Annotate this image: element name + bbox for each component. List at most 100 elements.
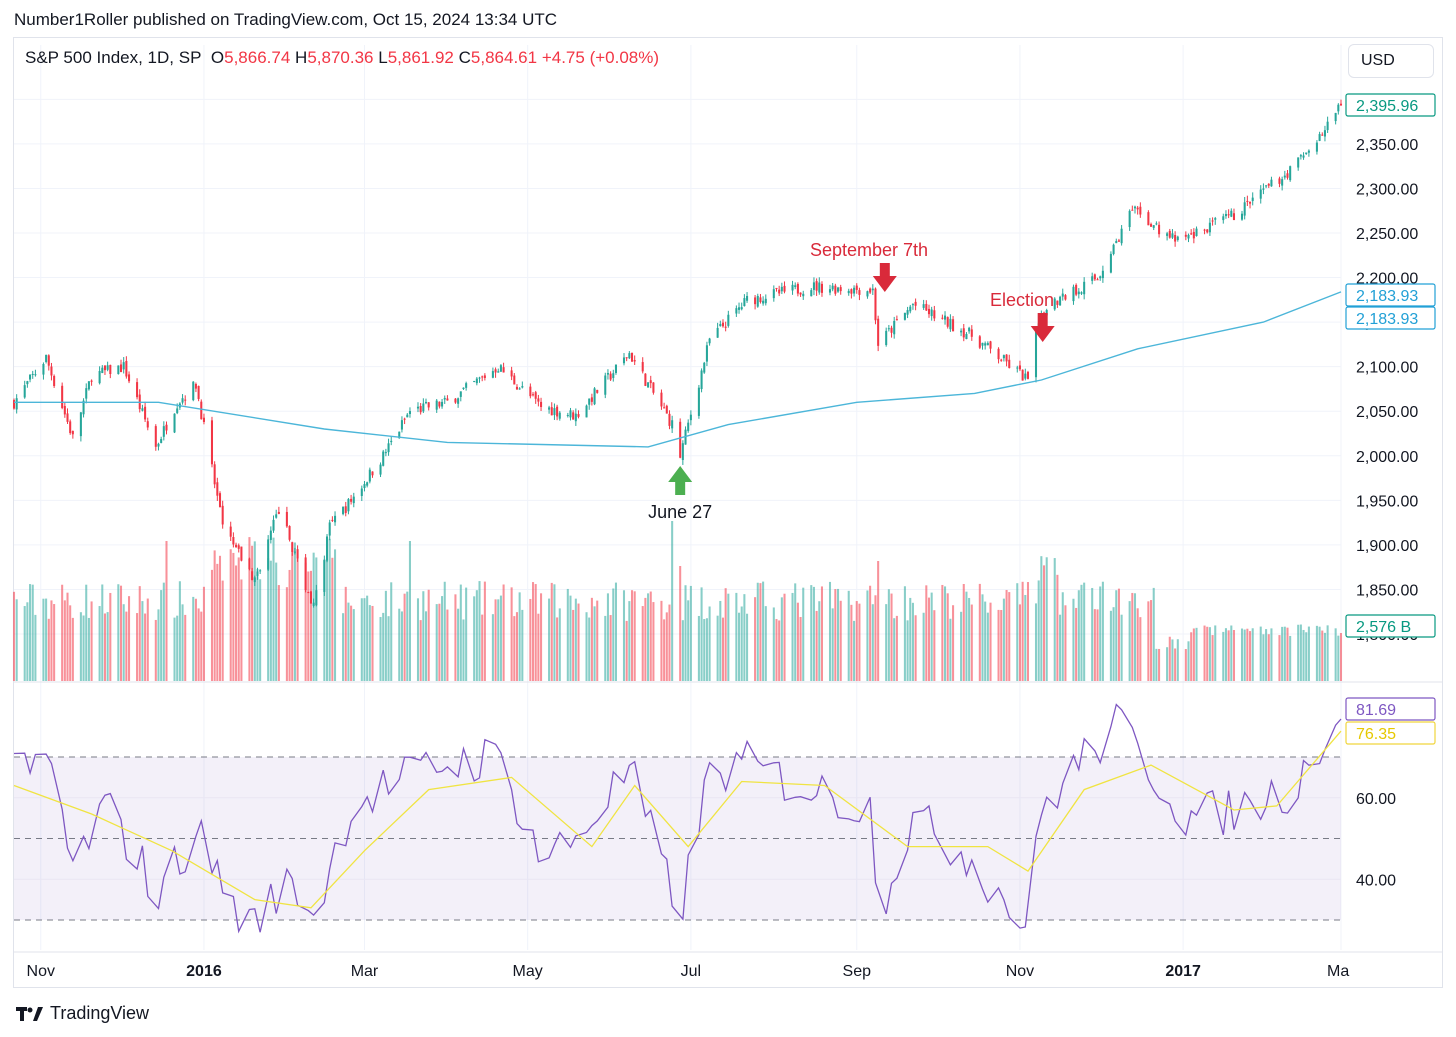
candle-body bbox=[855, 285, 858, 290]
volume-bar bbox=[895, 615, 898, 681]
volume-bar bbox=[850, 604, 853, 681]
volume-bar bbox=[1024, 594, 1027, 681]
volume-bar bbox=[590, 597, 593, 681]
volume-bar bbox=[997, 609, 1000, 681]
candle-body bbox=[1099, 276, 1102, 279]
price-tick-label: 1,900.00 bbox=[1356, 538, 1418, 555]
candle-body bbox=[408, 411, 411, 415]
candle-body bbox=[716, 327, 719, 338]
candle-body bbox=[23, 385, 26, 398]
volume-bar bbox=[903, 586, 906, 681]
volume-bar bbox=[548, 598, 551, 681]
last-price-tag: 2,395.96 bbox=[1345, 93, 1436, 117]
candle-body bbox=[363, 484, 366, 489]
candle-body bbox=[1208, 222, 1211, 233]
candle-body bbox=[515, 386, 519, 390]
candle-body bbox=[1267, 183, 1270, 186]
volume-bar bbox=[438, 603, 441, 681]
volume-bar bbox=[762, 581, 765, 681]
volume-bar bbox=[644, 597, 647, 681]
candle-body bbox=[66, 413, 69, 422]
volume-bar bbox=[23, 606, 26, 681]
candle-body bbox=[499, 365, 502, 372]
candle-body bbox=[630, 352, 634, 362]
volume-bar bbox=[1211, 635, 1214, 681]
volume-bar bbox=[1034, 603, 1038, 681]
rsi-ma-value-tag: 76.35 bbox=[1345, 721, 1436, 745]
volume-bar bbox=[165, 541, 168, 681]
candle-body bbox=[438, 401, 441, 407]
legend-h-label: H bbox=[295, 48, 308, 67]
candle-body bbox=[232, 537, 235, 545]
volume-bar bbox=[1278, 635, 1281, 681]
candle-body bbox=[61, 385, 64, 408]
candle-body bbox=[946, 317, 949, 327]
candle-body bbox=[997, 348, 1000, 360]
candle-body bbox=[834, 285, 837, 294]
volume-bar bbox=[1158, 648, 1161, 681]
volume-bar bbox=[986, 612, 989, 681]
candle-body bbox=[585, 405, 588, 418]
volume-bar bbox=[491, 614, 494, 681]
volume-bar bbox=[160, 590, 163, 681]
volume-bar bbox=[558, 608, 561, 681]
candle-body bbox=[572, 412, 575, 420]
volume-bar bbox=[1334, 628, 1337, 681]
candle-body bbox=[371, 471, 374, 476]
volume-bar bbox=[109, 592, 112, 681]
volume-bar bbox=[1018, 604, 1021, 681]
candle-body bbox=[1339, 103, 1343, 106]
candle-body bbox=[384, 452, 387, 454]
candle-body bbox=[416, 406, 420, 409]
volume-bar bbox=[513, 616, 516, 681]
volume-bar bbox=[778, 620, 781, 681]
ma-price-tag: 2,183.93 bbox=[1345, 283, 1436, 307]
candle-body bbox=[157, 443, 160, 447]
volume-bar bbox=[735, 592, 738, 681]
volume-bar bbox=[1091, 587, 1094, 681]
candle-body bbox=[103, 365, 106, 371]
volume-bar bbox=[26, 602, 29, 681]
volume-bar bbox=[847, 590, 850, 681]
candle-body bbox=[689, 414, 692, 421]
candle-body bbox=[820, 283, 823, 293]
volume-bar bbox=[743, 594, 746, 681]
volume-bar bbox=[419, 620, 422, 681]
volume-bar bbox=[796, 602, 799, 681]
volume-bar bbox=[251, 545, 254, 681]
candle-body bbox=[368, 469, 371, 482]
candle-body bbox=[237, 545, 240, 549]
tradingview-logo[interactable]: TradingView bbox=[16, 1003, 149, 1024]
currency-button[interactable]: USD bbox=[1348, 44, 1434, 78]
volume-bar bbox=[1037, 580, 1040, 681]
candle-body bbox=[71, 431, 74, 435]
volume-bar bbox=[42, 598, 45, 681]
volume-bar bbox=[216, 563, 219, 681]
volume-bar bbox=[906, 620, 909, 681]
candle-body bbox=[633, 360, 636, 362]
candle-body bbox=[518, 388, 521, 390]
volume-bar bbox=[334, 549, 337, 681]
candle-body bbox=[1307, 150, 1310, 153]
candle-body bbox=[887, 328, 890, 330]
volume-bar bbox=[45, 598, 48, 681]
candle-body bbox=[443, 397, 446, 400]
candle-body bbox=[1158, 224, 1161, 235]
volume-bar bbox=[574, 598, 577, 681]
candle-body bbox=[893, 320, 896, 335]
candle-body bbox=[315, 590, 318, 606]
volume-bar bbox=[893, 618, 896, 681]
candle-body bbox=[903, 312, 906, 320]
volume-bar bbox=[1307, 626, 1310, 681]
volume-bar bbox=[721, 617, 725, 681]
candle-body bbox=[1101, 270, 1104, 279]
candle-body bbox=[502, 367, 505, 373]
volume-bar bbox=[604, 615, 607, 681]
candle-body bbox=[1265, 185, 1268, 187]
candle-body bbox=[122, 362, 125, 370]
candle-body bbox=[532, 394, 535, 396]
volume-bar bbox=[772, 607, 775, 681]
volume-bar bbox=[98, 606, 101, 681]
volume-bar bbox=[138, 586, 141, 681]
